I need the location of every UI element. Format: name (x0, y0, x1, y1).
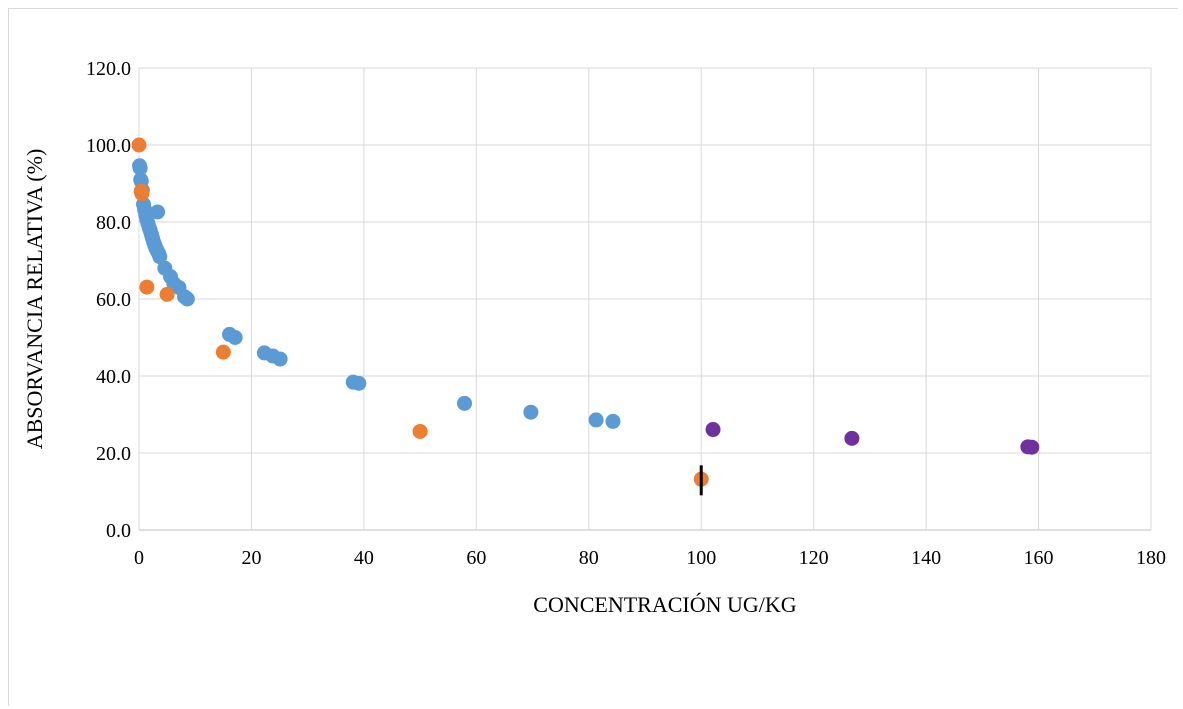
data-point-series-2 (159, 286, 175, 302)
data-point-series-2 (139, 279, 155, 295)
y-tick-label: 20.0 (96, 443, 131, 465)
data-point-series-2 (134, 186, 150, 202)
data-point-series-1 (588, 412, 604, 428)
x-tick-label: 80 (579, 547, 599, 569)
data-point-series-1 (605, 413, 621, 429)
data-point-series-1 (150, 204, 166, 220)
y-axis-tick-labels: 0.0 20.0 40.0 60.0 80.0 100.0 120.0 (86, 58, 131, 542)
y-tick-label: 80.0 (96, 212, 131, 234)
data-point-series-1 (152, 249, 168, 265)
data-point-series-1 (272, 351, 288, 367)
data-point-series-3 (1024, 439, 1040, 455)
data-point-series-2 (215, 344, 231, 360)
y-axis-title: ABSORVANCIA RELATIVA (%) (22, 149, 47, 450)
x-tick-label: 100 (686, 547, 716, 569)
y-tick-label: 0.0 (106, 520, 131, 542)
data-point-series-1 (523, 404, 539, 420)
data-point-series-2 (412, 423, 428, 439)
data-point-series-1 (179, 291, 195, 307)
x-axis-title: CONCENTRACIÓN UG/KG (533, 592, 797, 617)
data-point-series-3 (705, 422, 721, 438)
data-point-series-1 (132, 160, 148, 176)
data-point-series-1 (457, 395, 473, 411)
y-tick-label: 100.0 (86, 135, 131, 157)
x-tick-label: 60 (466, 547, 486, 569)
x-tick-label: 20 (241, 547, 261, 569)
data-point-series-3 (844, 430, 860, 446)
data-point-series-2 (131, 137, 147, 153)
x-tick-label: 180 (1136, 547, 1166, 569)
data-point-series-1 (227, 330, 243, 345)
data-point-series-1 (351, 375, 367, 391)
chart-frame (8, 8, 1178, 706)
x-tick-label: 140 (911, 547, 941, 569)
x-tick-label: 160 (1024, 547, 1054, 569)
x-tick-label: 0 (134, 547, 144, 569)
y-tick-label: 60.0 (96, 289, 131, 311)
y-tick-label: 40.0 (96, 366, 131, 388)
data-points (131, 137, 1040, 487)
x-tick-label: 120 (799, 547, 829, 569)
x-axis-tick-labels: 0 20 40 60 80 100 120 140 160 180 (134, 547, 1166, 569)
y-tick-label: 120.0 (86, 58, 131, 80)
gridlines (138, 67, 1152, 531)
x-tick-label: 40 (354, 547, 374, 569)
